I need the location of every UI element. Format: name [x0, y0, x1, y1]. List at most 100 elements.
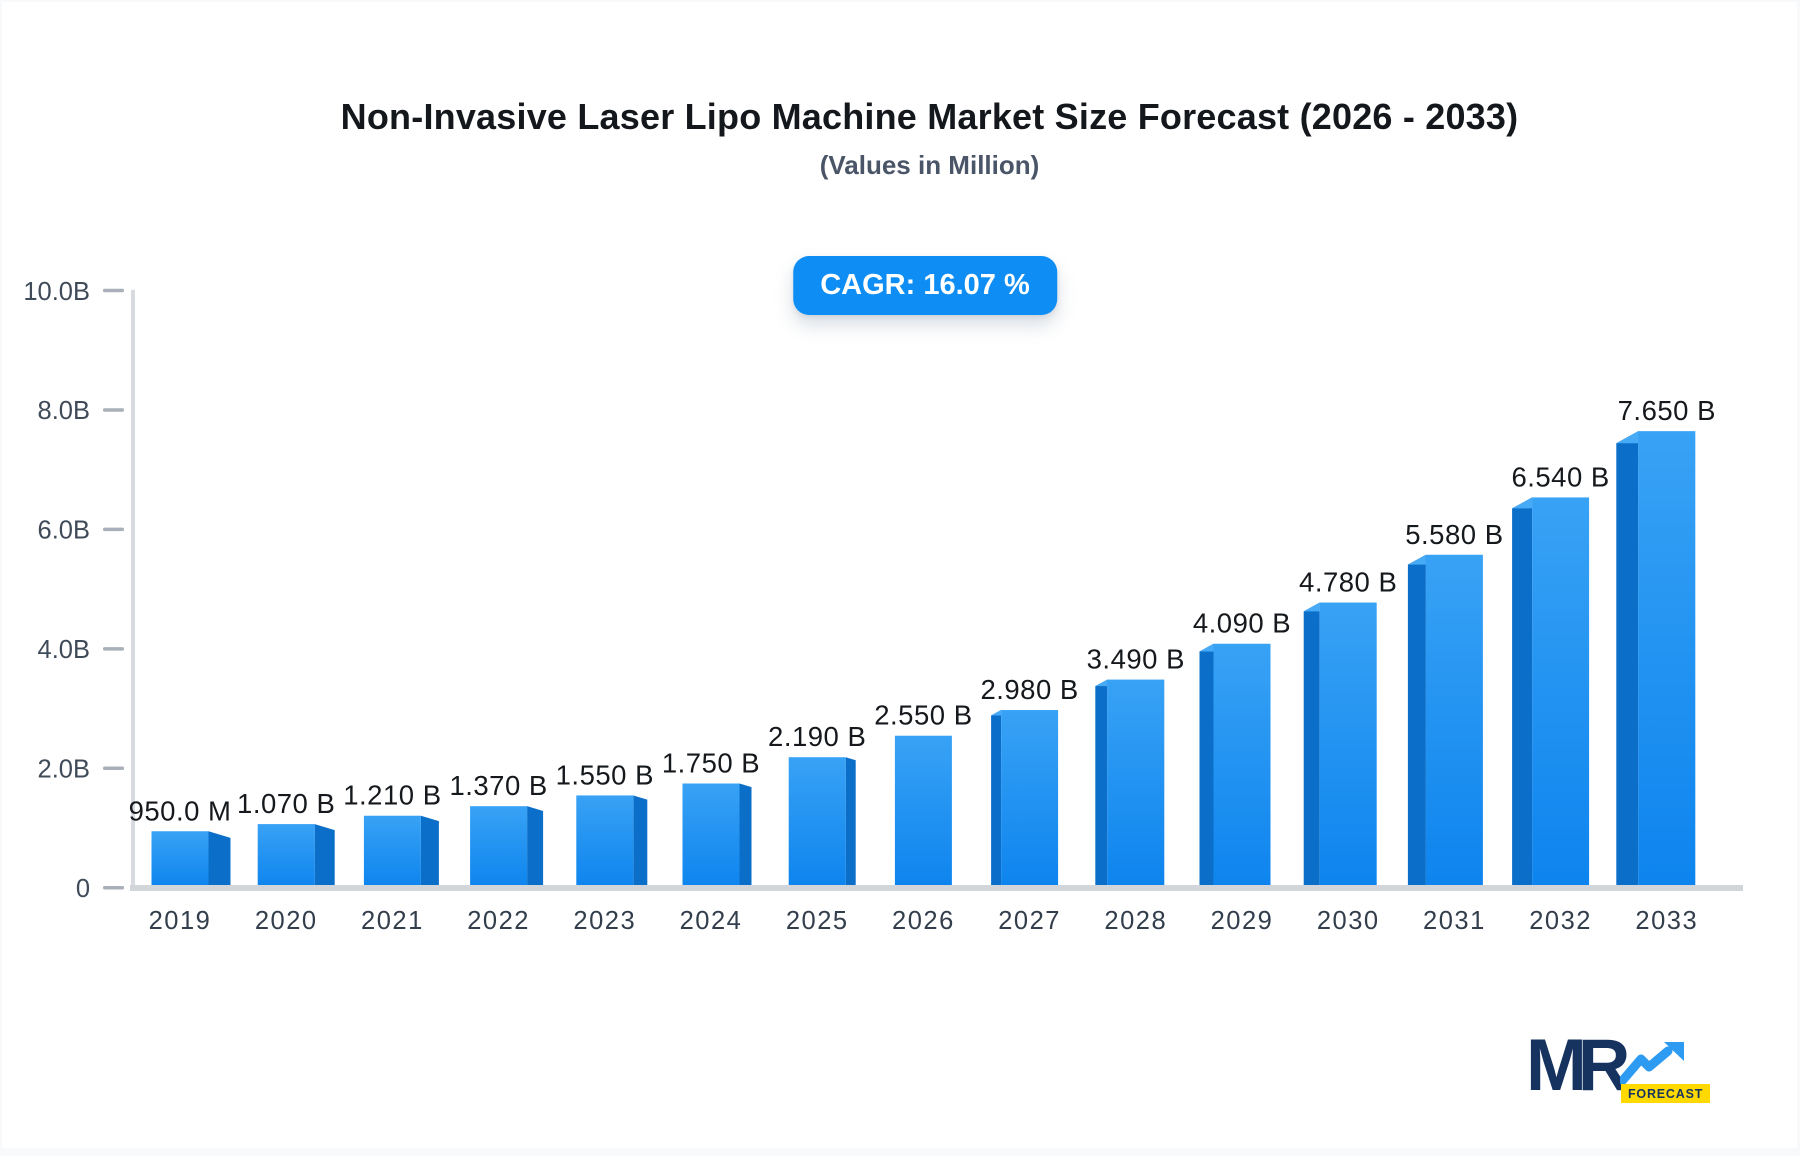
y-tick-dash-4.0B [103, 647, 124, 651]
bar-front-face [682, 783, 740, 888]
cagr-badge: CAGR: 16.07 % [793, 256, 1057, 315]
bar-front-face [363, 815, 421, 888]
value-label-2020: 1.070 B [237, 788, 335, 819]
value-label-2031: 5.580 B [1405, 519, 1503, 550]
value-label-2027: 2.980 B [980, 674, 1078, 705]
y-tick-dash-2.0B [103, 766, 124, 771]
y-tick-label-8.0B: 8.0B [38, 397, 90, 425]
x-label-2033: 2033 [1635, 907, 1698, 935]
x-label-2019: 2019 [149, 907, 212, 935]
y-tick-label-0: 0 [76, 875, 90, 903]
x-axis-baseline [130, 885, 1743, 891]
chart-subtitle: (Values in Million) [819, 150, 1040, 180]
bar-side-face [1095, 679, 1108, 890]
value-label-2019: 950.0 M [129, 795, 232, 826]
bar-side-face [1512, 497, 1533, 890]
x-label-2026: 2026 [892, 907, 955, 935]
x-label-2027: 2027 [998, 907, 1061, 935]
x-label-2028: 2028 [1104, 907, 1167, 935]
value-label-2028: 3.490 B [1087, 644, 1185, 675]
y-axis-line [131, 289, 135, 888]
x-label-2024: 2024 [680, 907, 743, 935]
brand-logo: MR FORECAST [1526, 1029, 1711, 1104]
bar-side-face [420, 815, 439, 890]
bar-2022 [470, 806, 544, 890]
bar-top-face [991, 710, 1002, 716]
bar-2032 [1512, 497, 1590, 890]
bar-side-face [845, 757, 856, 890]
x-label-2021: 2021 [361, 907, 424, 935]
y-tick-label-2.0B: 2.0B [38, 756, 90, 784]
bar-top-face [1616, 431, 1639, 444]
bar-side-face [527, 806, 544, 890]
bar-2030 [1303, 602, 1377, 890]
bar-front-face [151, 831, 209, 888]
bar-front-face [1319, 602, 1377, 888]
bar-side-face [1303, 602, 1320, 890]
value-label-2021: 1.210 B [343, 780, 441, 811]
bar-2023 [576, 795, 648, 890]
y-tick-dash-0 [103, 886, 124, 890]
x-label-2023: 2023 [573, 907, 636, 935]
bar-top-face [1199, 643, 1214, 652]
bar-side-face [1407, 554, 1426, 890]
bar-front-face [894, 735, 952, 888]
bar-2031 [1407, 554, 1483, 890]
x-label-2020: 2020 [255, 907, 318, 935]
bar-front-face [788, 757, 846, 888]
bar-top-face [1095, 679, 1108, 687]
bar-front-face [1532, 497, 1590, 888]
x-label-2031: 2031 [1423, 907, 1486, 935]
bar-front-face [1638, 431, 1696, 888]
logo-text-forecast: FORECAST [1621, 1084, 1711, 1103]
logo-trend-arrow-icon [1618, 1042, 1686, 1085]
bar-2028 [1095, 679, 1165, 890]
value-label-2025: 2.190 B [768, 721, 866, 752]
x-label-2025: 2025 [786, 907, 849, 935]
bar-2033 [1616, 431, 1696, 890]
bar-side-face [314, 824, 335, 890]
bar-top-face [1303, 602, 1320, 612]
bar-side-face [739, 783, 752, 890]
x-label-2032: 2032 [1529, 907, 1592, 935]
bar-2027 [991, 710, 1059, 890]
x-label-2029: 2029 [1211, 907, 1274, 935]
bar-2020 [257, 824, 335, 890]
logo-text-mr: MR [1526, 1025, 1630, 1106]
bar-2029 [1199, 643, 1271, 890]
bar-2021 [363, 815, 439, 890]
value-label-2030: 4.780 B [1299, 567, 1397, 598]
value-label-2033: 7.650 B [1618, 395, 1716, 426]
bar-side-face [633, 795, 648, 890]
bar-2024 [682, 783, 752, 890]
y-tick-dash-6.0B [103, 527, 124, 532]
bar-front-face [1107, 679, 1165, 888]
bar-2019 [151, 831, 231, 890]
bar-front-face [257, 824, 315, 888]
y-tick-dash-8.0B [103, 408, 124, 412]
bar-2026 [894, 735, 952, 888]
x-label-2030: 2030 [1317, 907, 1380, 935]
y-tick-label-6.0B: 6.0B [38, 517, 90, 545]
bar-front-face [470, 806, 528, 888]
value-label-2026: 2.550 B [874, 700, 972, 731]
bar-side-face [1616, 431, 1639, 890]
value-label-2029: 4.090 B [1193, 608, 1291, 639]
bar-top-face [1512, 497, 1533, 509]
chart-title: Non-Invasive Laser Lipo Machine Market S… [340, 96, 1519, 137]
y-tick-label-10.0B: 10.0B [23, 278, 90, 306]
bar-side-face [208, 831, 231, 890]
value-label-2032: 6.540 B [1511, 461, 1609, 492]
bar-front-face [1425, 554, 1483, 888]
value-label-2022: 1.370 B [449, 770, 547, 801]
bar-front-face [576, 795, 634, 888]
bar-top-face [1407, 554, 1426, 565]
value-label-2023: 1.550 B [556, 759, 654, 790]
y-tick-dash-10.0B [103, 288, 124, 293]
bar-front-face [1001, 710, 1059, 888]
x-label-2022: 2022 [467, 907, 530, 935]
y-tick-label-4.0B: 4.0B [38, 636, 90, 664]
bar-2025 [788, 757, 856, 890]
